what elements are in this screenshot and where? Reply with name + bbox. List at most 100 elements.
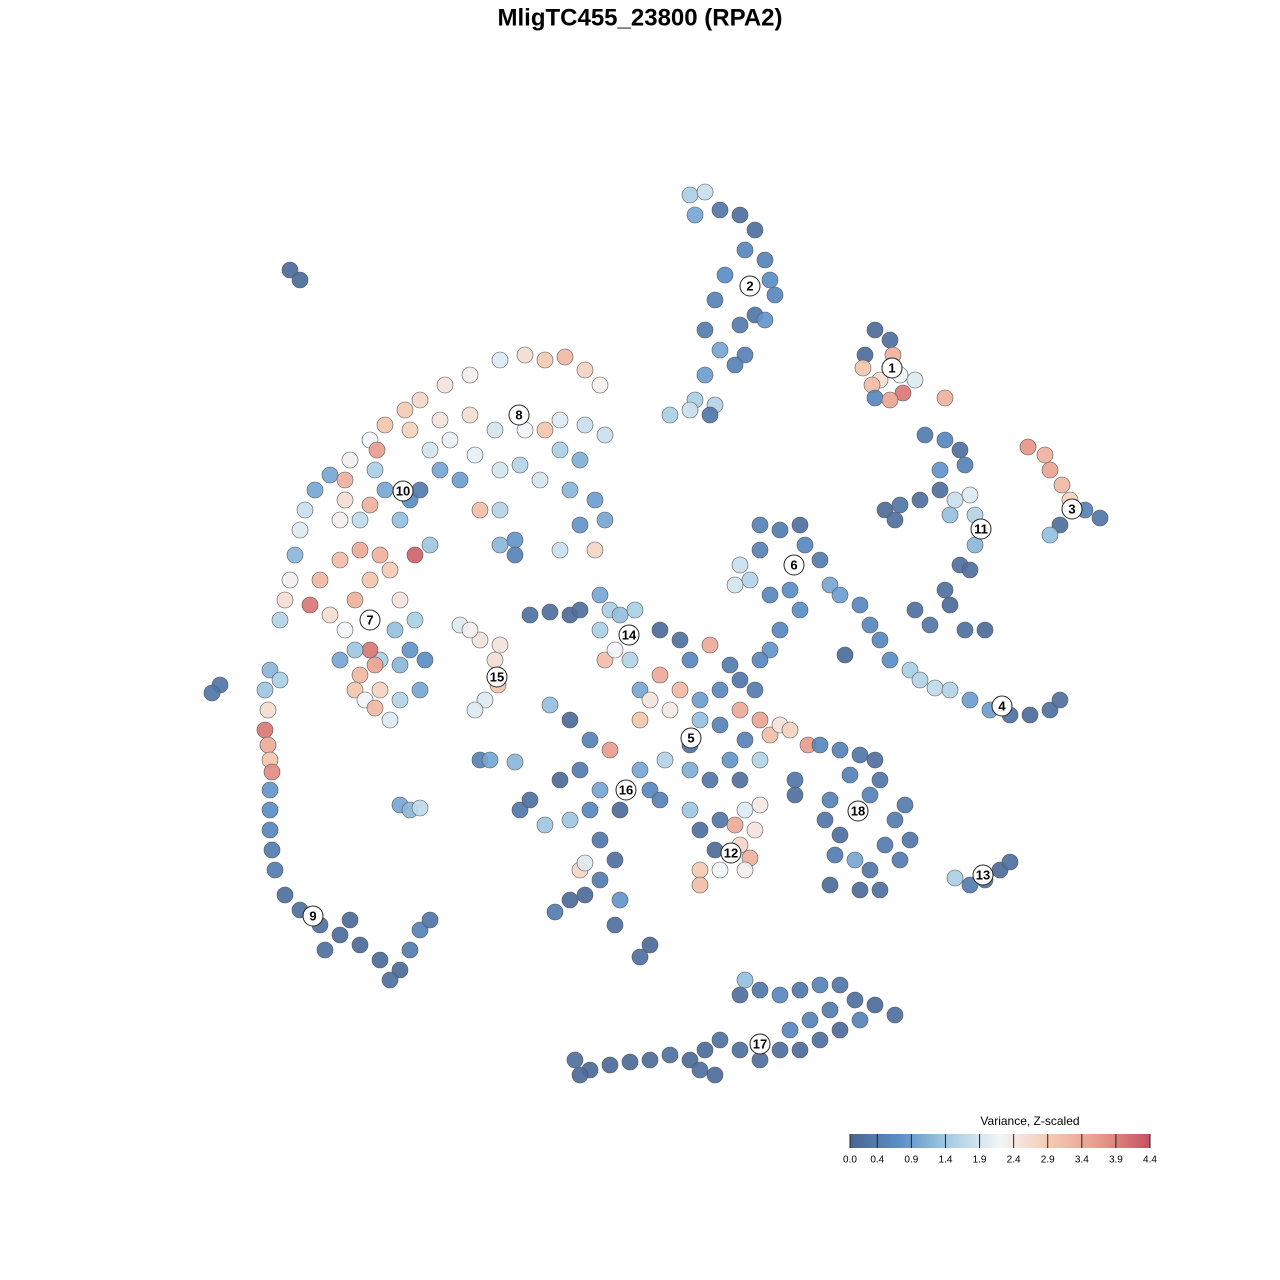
point xyxy=(576,416,594,434)
point xyxy=(406,546,424,564)
point xyxy=(836,646,854,664)
colorbar-gradient xyxy=(850,1134,1150,1148)
point xyxy=(271,671,289,689)
point xyxy=(681,651,699,669)
cluster-label: 14 xyxy=(622,627,637,642)
point xyxy=(854,359,872,377)
point xyxy=(611,606,629,624)
point xyxy=(596,511,614,529)
point xyxy=(931,481,949,499)
point xyxy=(571,1066,589,1084)
point xyxy=(331,651,349,669)
cluster-label: 5 xyxy=(687,730,694,745)
point xyxy=(476,691,494,709)
point xyxy=(771,621,789,639)
point xyxy=(906,601,924,619)
point xyxy=(466,701,484,719)
point xyxy=(491,461,509,479)
point xyxy=(946,869,964,887)
point xyxy=(491,636,509,654)
point xyxy=(771,1041,789,1059)
point xyxy=(551,411,569,429)
point xyxy=(591,621,609,639)
colorbar-tick-label: 0.9 xyxy=(904,1155,918,1166)
point xyxy=(871,771,889,789)
point xyxy=(736,731,754,749)
point xyxy=(281,571,299,589)
point xyxy=(281,261,299,279)
point xyxy=(321,466,339,484)
point xyxy=(651,666,669,684)
point xyxy=(521,791,539,809)
point xyxy=(1019,438,1037,456)
point xyxy=(561,481,579,499)
point xyxy=(746,821,764,839)
point xyxy=(1036,446,1054,464)
point xyxy=(726,816,744,834)
point xyxy=(736,346,754,364)
point xyxy=(821,876,839,894)
point xyxy=(716,266,734,284)
point xyxy=(696,366,714,384)
point xyxy=(796,536,814,554)
point xyxy=(641,1051,659,1069)
point xyxy=(1001,853,1019,871)
point xyxy=(791,601,809,619)
cluster-badge xyxy=(720,842,742,864)
point xyxy=(801,1011,819,1029)
point xyxy=(591,871,609,889)
point xyxy=(731,771,749,789)
point xyxy=(203,684,221,702)
point xyxy=(751,541,769,559)
point xyxy=(866,389,884,407)
point xyxy=(421,911,439,929)
point xyxy=(731,671,749,689)
point xyxy=(726,356,744,374)
point xyxy=(261,801,279,819)
point xyxy=(706,841,724,859)
point xyxy=(696,183,714,201)
point xyxy=(256,721,274,739)
colorbar-tick-label: 1.4 xyxy=(939,1155,953,1166)
point xyxy=(941,681,959,699)
point xyxy=(866,751,884,769)
point xyxy=(486,651,504,669)
point xyxy=(641,691,659,709)
point xyxy=(316,941,334,959)
point xyxy=(661,406,679,424)
point xyxy=(368,441,386,459)
point xyxy=(276,591,294,609)
colorbar-tick-label: 2.9 xyxy=(1041,1155,1055,1166)
point xyxy=(751,981,769,999)
point xyxy=(626,601,644,619)
point xyxy=(811,551,829,569)
point xyxy=(561,811,579,829)
point xyxy=(736,861,754,879)
point xyxy=(606,641,624,659)
cluster-label: 16 xyxy=(619,782,633,797)
point xyxy=(411,481,429,499)
point xyxy=(541,696,559,714)
point xyxy=(736,971,754,989)
point xyxy=(771,986,789,1004)
point xyxy=(886,811,904,829)
point xyxy=(411,391,429,409)
point xyxy=(936,389,954,407)
cluster-label: 12 xyxy=(724,845,738,860)
point xyxy=(263,763,281,781)
point xyxy=(391,656,409,674)
point xyxy=(346,591,364,609)
cluster-label: 2 xyxy=(746,278,753,293)
point xyxy=(721,656,739,674)
point xyxy=(761,726,779,744)
point xyxy=(521,606,539,624)
point xyxy=(351,511,369,529)
point xyxy=(381,711,399,729)
cluster-label: 9 xyxy=(309,908,316,923)
point xyxy=(596,426,614,444)
point xyxy=(571,601,589,619)
point xyxy=(596,651,614,669)
point xyxy=(256,681,274,699)
point xyxy=(851,746,869,764)
